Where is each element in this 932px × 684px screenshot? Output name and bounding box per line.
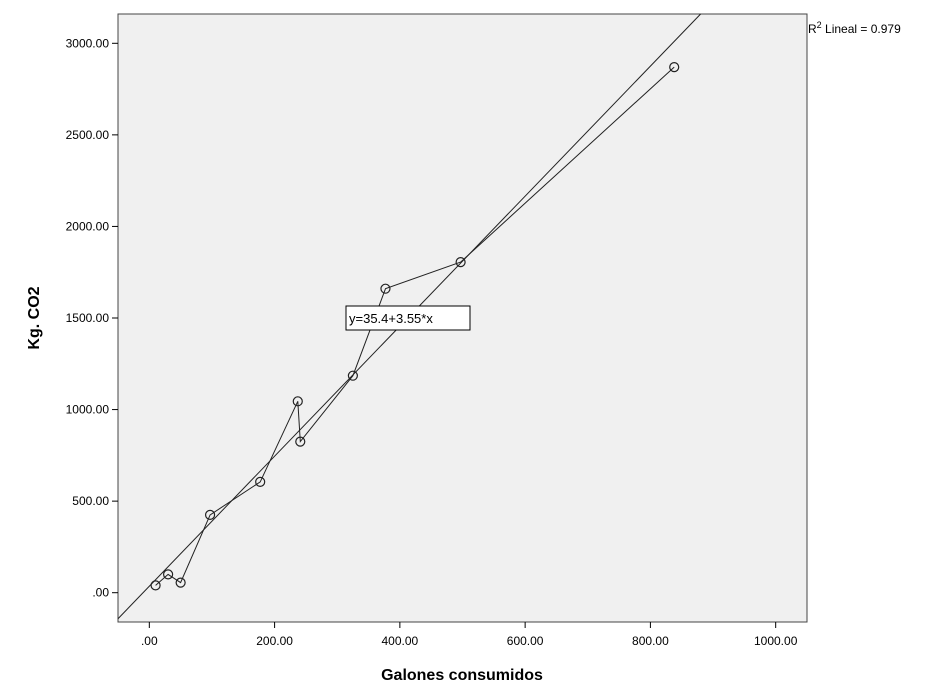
r2-prefix: R (808, 22, 817, 36)
data-point (455, 257, 466, 268)
data-point (175, 577, 186, 588)
r2-label: R2 Lineal = 0.979 (808, 20, 901, 36)
x-axis: .00 200.00 400.00 600.00 800.00 1000.00 (141, 622, 798, 648)
data-point (380, 283, 391, 294)
x-tick-label: 800.00 (632, 634, 669, 648)
y-axis: .00 500.00 1000.00 1500.00 2000.00 2500.00 300… (66, 36, 118, 600)
y-tick-label: 1500.00 (66, 311, 110, 325)
fit-equation-text: y=35.4+3.55*x (349, 311, 433, 326)
points-layer (150, 62, 680, 591)
fit-equation-label: y=35.4+3.55*x (345, 305, 471, 331)
data-point (204, 509, 216, 520)
x-tick-label: 400.00 (382, 634, 419, 648)
fit-equation-box (345, 305, 471, 331)
y-tick-label: .00 (92, 586, 109, 600)
y-tick-label: 3000.00 (66, 36, 110, 50)
x-tick-label: .00 (141, 634, 158, 648)
data-point (295, 436, 306, 447)
y-tick-label: 1000.00 (66, 403, 110, 417)
x-tick-label: 1000.00 (754, 634, 798, 648)
y-tick-label: 2500.00 (66, 128, 110, 142)
data-point (255, 476, 266, 488)
data-point (669, 62, 680, 73)
data-point (150, 580, 161, 591)
data-point (163, 569, 174, 580)
x-axis-title: Galones consumidos (381, 667, 543, 684)
x-tick-label: 600.00 (507, 634, 544, 648)
r2-superscript: 2 (817, 20, 822, 30)
x-tick-label: 200.00 (256, 634, 293, 648)
data-point (292, 396, 303, 407)
y-axis-title: Kg. CO2 (26, 286, 43, 349)
y-tick-label: 2000.00 (66, 219, 110, 233)
y-tick-label: 500.00 (72, 494, 109, 508)
r2-value: Lineal = 0.979 (822, 22, 901, 36)
data-point (347, 370, 358, 381)
